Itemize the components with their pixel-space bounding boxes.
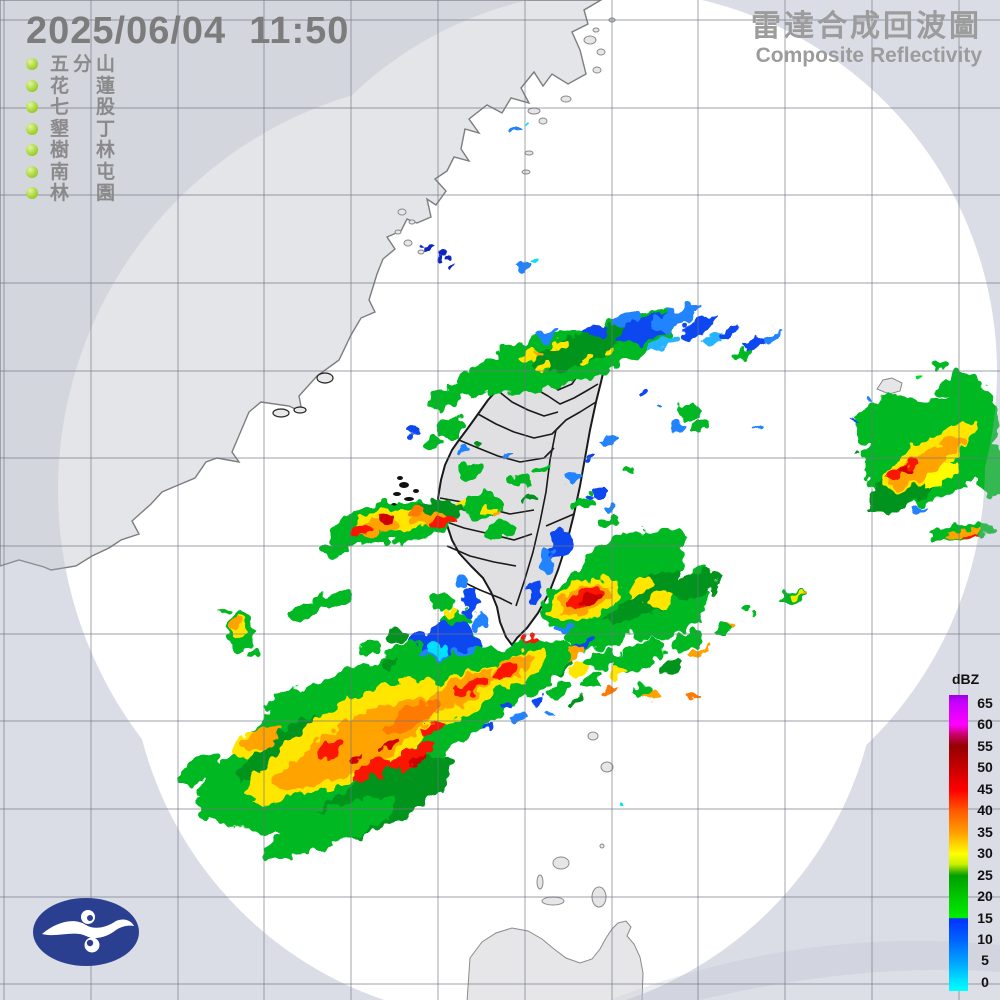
china-coastline: [0, 0, 603, 571]
outlined-islets: [272, 372, 334, 418]
radar-echoes: [179, 120, 1000, 860]
county-borders: [439, 351, 599, 607]
offshore-islands: [394, 17, 903, 1000]
